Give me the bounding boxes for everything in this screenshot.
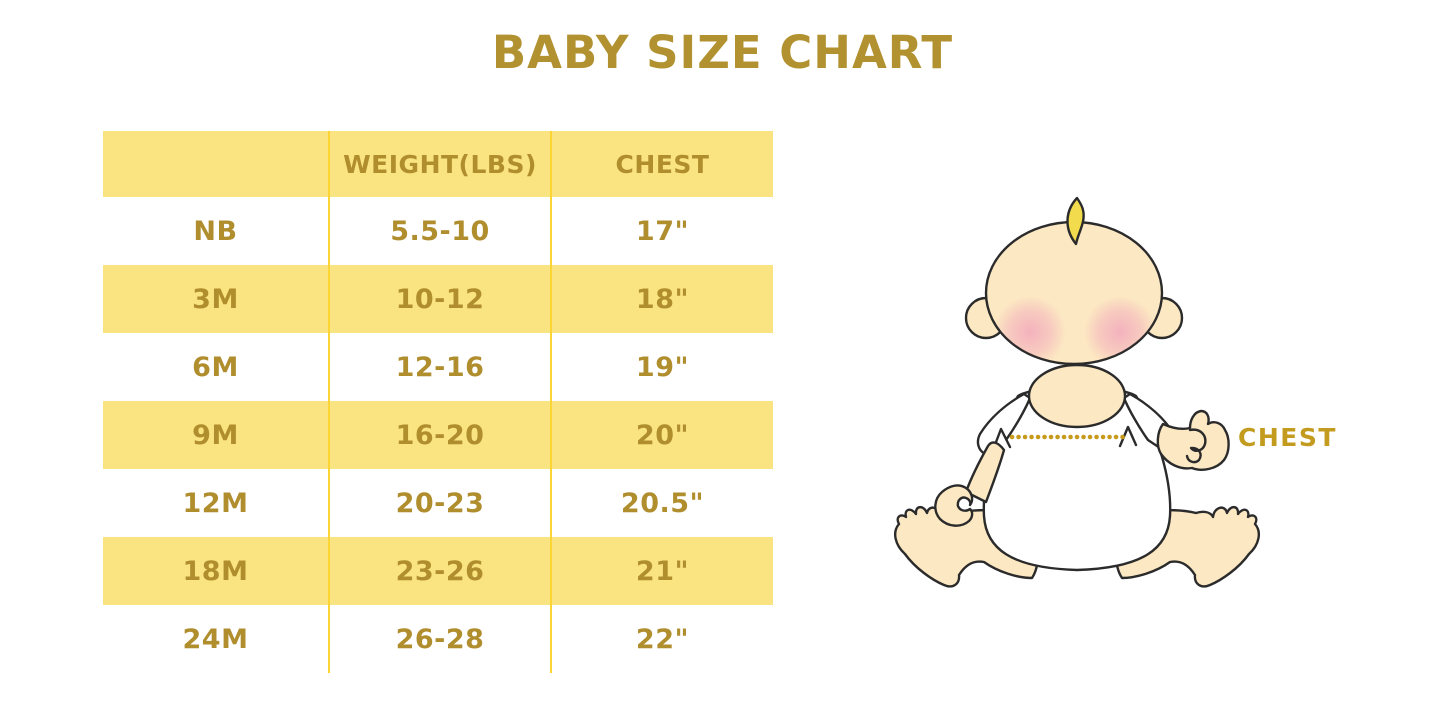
baby-fist-curl-right [1188,428,1207,452]
cell-size: 6M [192,351,239,383]
baby-sitting-svg [893,196,1261,588]
table-header-row: WEIGHT(LBS) CHEST [103,131,773,197]
cell-weight: 20-23 [328,469,550,537]
cell-chest: 21" [550,537,773,605]
cell-size: NB [193,215,238,247]
cell-size: 24M [182,623,249,655]
cell-size: 12M [182,487,249,519]
table-row: 6M 12-16 19" [103,333,773,401]
table-row: 3M 10-12 18" [103,265,773,333]
cell-chest: 17" [550,197,773,265]
cell-chest: 18" [550,265,773,333]
baby-hand-left [934,484,974,527]
baby-illustration [880,180,1280,640]
table-row: 24M 26-28 22" [103,605,773,673]
baby-sleeve-left [976,392,1032,456]
cell-weight: 16-20 [328,401,550,469]
baby-forearm-right [1156,409,1230,471]
size-table: WEIGHT(LBS) CHEST NB 5.5-10 17" 3M 10-12… [103,131,773,673]
header-weight: WEIGHT(LBS) [328,131,550,197]
cell-weight: 23-26 [328,537,550,605]
cell-chest: 22" [550,605,773,673]
table-row: NB 5.5-10 17" [103,197,773,265]
baby-torso-shirt [982,385,1172,572]
baby-blush-right [1084,296,1156,363]
page-title: BABY SIZE CHART [491,26,954,79]
cell-weight: 10-12 [328,265,550,333]
cell-size: 18M [182,555,249,587]
table-row: 12M 20-23 20.5" [103,469,773,537]
header-size [103,131,328,197]
cell-weight: 26-28 [328,605,550,673]
baby-forearm-left [964,441,1006,504]
baby-blush-left [994,296,1066,363]
baby-chin [1027,363,1127,429]
header-chest: CHEST [550,131,773,197]
chest-measurement-label: CHEST [1238,423,1337,452]
cell-weight: 5.5-10 [328,197,550,265]
cell-chest: 20.5" [550,469,773,537]
table-row: 9M 16-20 20" [103,401,773,469]
cell-chest: 20" [550,401,773,469]
baby-hair-curl [1066,196,1085,246]
cell-weight: 12-16 [328,333,550,401]
table-row: 18M 23-26 21" [103,537,773,605]
cell-chest: 19" [550,333,773,401]
cell-size: 9M [192,419,239,451]
baby-fist-curl2-right [1185,446,1202,464]
cell-size: 3M [192,283,239,315]
baby-armpit-notch-right [1118,425,1138,448]
